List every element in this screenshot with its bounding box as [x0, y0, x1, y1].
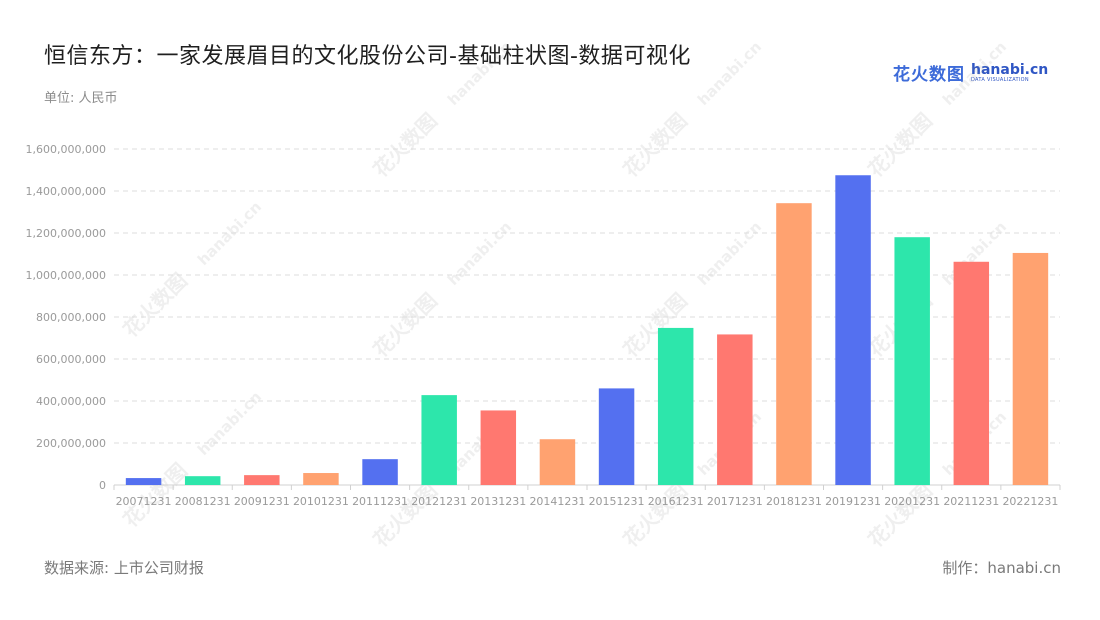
- svg-text:花火数图: 花火数图: [368, 478, 442, 552]
- logo-en-text: hanabi.cn: [971, 61, 1049, 78]
- svg-text:hanabi.cn: hanabi.cn: [694, 38, 765, 109]
- y-tick-label: 600,000,000: [36, 353, 106, 366]
- y-tick-label: 1,600,000,000: [26, 143, 106, 156]
- x-tick-label: 20151231: [589, 495, 645, 508]
- svg-text:hanabi.cn: hanabi.cn: [444, 38, 515, 109]
- bar-20171231[interactable]: [717, 334, 753, 485]
- bar-20121231[interactable]: [421, 395, 457, 485]
- svg-text:花火数图: 花火数图: [618, 108, 692, 182]
- unit-label: 单位: 人民币: [44, 91, 118, 106]
- x-tick-label: 20211231: [943, 495, 999, 508]
- bar-20101231[interactable]: [303, 473, 339, 485]
- svg-text:花火数图: 花火数图: [368, 108, 442, 182]
- y-tick-label: 1,200,000,000: [26, 227, 106, 240]
- bar-20211231[interactable]: [953, 261, 990, 485]
- y-tick-label: 1,400,000,000: [26, 185, 106, 198]
- x-tick-label: 20161231: [648, 495, 704, 508]
- bar-20191231[interactable]: [835, 175, 871, 485]
- x-tick-label: 20191231: [825, 495, 881, 508]
- y-tick-label: 1,000,000,000: [26, 269, 106, 282]
- svg-text:花火数图: 花火数图: [863, 478, 937, 552]
- page-title: 恒信东方：一家发展眉目的文化股份公司-基础柱状图-数据可视化: [44, 44, 691, 69]
- x-tick-label: 20081231: [175, 495, 231, 508]
- x-tick-label: 20221231: [1002, 495, 1058, 508]
- bar-20131231[interactable]: [480, 410, 517, 485]
- brand-logo[interactable]: 花火数图 hanabi.cn DATA VISUALIZATION: [893, 60, 1048, 86]
- bar-20091231[interactable]: [244, 475, 280, 485]
- bar-20111231[interactable]: [362, 459, 398, 485]
- x-tick-label: 20121231: [411, 495, 467, 508]
- x-tick-label: 20101231: [293, 495, 349, 508]
- logo-cn-text: 花火数图: [893, 65, 965, 85]
- x-tick-label: 20111231: [352, 495, 408, 508]
- x-axis: 20071231 20081231 20091231 20101231 20111231…: [113, 485, 1061, 508]
- grid-lines: [114, 148, 1060, 486]
- svg-text:花火数图: 花火数图: [863, 108, 937, 182]
- x-tick-label: 20091231: [234, 495, 290, 508]
- bar-20081231[interactable]: [184, 476, 221, 485]
- y-tick-label: 800,000,000: [36, 311, 106, 324]
- svg-text:hanabi.cn: hanabi.cn: [194, 388, 265, 459]
- bar-20141231[interactable]: [539, 439, 576, 485]
- bar-20151231[interactable]: [598, 388, 635, 485]
- x-tick-label: 20131231: [470, 495, 526, 508]
- bar-20071231[interactable]: [125, 478, 162, 485]
- svg-text:花火数图: 花火数图: [618, 478, 692, 552]
- y-tick-label: 400,000,000: [36, 395, 106, 408]
- credit-link[interactable]: 制作：hanabi.cn: [942, 559, 1061, 577]
- y-axis: 0 200,000,000 400,000,000 600,000,000 800,00…: [26, 143, 106, 492]
- x-tick-label: 20201231: [884, 495, 940, 508]
- svg-text:花火数图: 花火数图: [118, 268, 192, 342]
- svg-text:hanabi.cn: hanabi.cn: [444, 218, 515, 289]
- logo-sub-text: DATA VISUALIZATION: [971, 76, 1029, 83]
- data-source: 数据来源: 上市公司财报: [44, 559, 204, 577]
- svg-text:hanabi.cn: hanabi.cn: [939, 38, 1010, 109]
- x-tick-label: 20071231: [116, 495, 172, 508]
- y-tick-label: 200,000,000: [36, 437, 106, 450]
- bars-group: [125, 175, 1049, 485]
- x-tick-label: 20141231: [529, 495, 585, 508]
- bar-20181231[interactable]: [776, 203, 812, 485]
- svg-text:花火数图: 花火数图: [368, 288, 442, 362]
- bar-20161231[interactable]: [657, 327, 694, 485]
- bar-20221231[interactable]: [1012, 252, 1049, 485]
- svg-text:hanabi.cn: hanabi.cn: [694, 218, 765, 289]
- x-tick-label: 20181231: [766, 495, 822, 508]
- y-tick-label: 0: [99, 479, 106, 492]
- bar-20201231[interactable]: [894, 237, 930, 485]
- x-tick-label: 20171231: [707, 495, 763, 508]
- logo-en-block: hanabi.cn DATA VISUALIZATION: [971, 63, 1048, 83]
